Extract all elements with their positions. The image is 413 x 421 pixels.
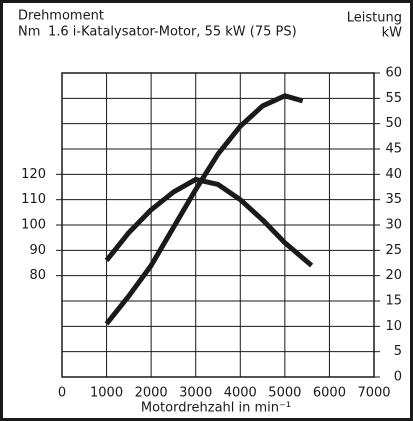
y-tick-label: 45 (385, 142, 402, 157)
y-tick-label: 35 (385, 192, 402, 207)
x-tick-label: 1000 (90, 386, 123, 401)
y-tick-label: 30 (385, 218, 402, 233)
chart-title: 1.6 i-Katalysator-Motor, 55 kW (75 PS) (48, 25, 297, 40)
y-tick-label: 60 (385, 66, 402, 81)
x-tick-label: 6000 (313, 386, 346, 401)
y2-tick-label: 80 (29, 268, 46, 283)
y-tick-label: 5 (394, 344, 402, 359)
x-tick-label: 7000 (357, 386, 390, 401)
y-unit: kW (382, 26, 403, 41)
series-line (104, 176, 314, 268)
y-label: Leistung (347, 11, 402, 26)
y-tick-label: 25 (385, 243, 402, 258)
y-tick-label: 20 (385, 268, 402, 283)
y-tick-label: 40 (385, 167, 402, 182)
y-tick-label: 15 (385, 294, 402, 309)
y-tick-label: 0 (394, 370, 402, 385)
series-line (104, 93, 304, 326)
y-tick-label: 10 (385, 319, 402, 334)
y2-tick-label: 100 (21, 218, 46, 233)
y-tick-label: 50 (385, 116, 402, 131)
y2-unit: Nm (18, 25, 40, 40)
plot-frame (61, 72, 375, 378)
x-tick-label: 5000 (268, 386, 301, 401)
x-label: Motordrehzahl in min⁻¹ (141, 401, 291, 416)
x-tick-label: 0 (58, 386, 66, 401)
y2-tick-label: 110 (21, 192, 46, 207)
y2-tick-label: 120 (21, 167, 46, 182)
y2-label: Drehmoment (18, 9, 104, 24)
x-tick-label: 3000 (179, 386, 212, 401)
x-tick-label: 4000 (224, 386, 257, 401)
x-tick-label: 2000 (135, 386, 168, 401)
y2-tick-label: 90 (29, 243, 46, 258)
y-tick-label: 55 (385, 91, 402, 106)
